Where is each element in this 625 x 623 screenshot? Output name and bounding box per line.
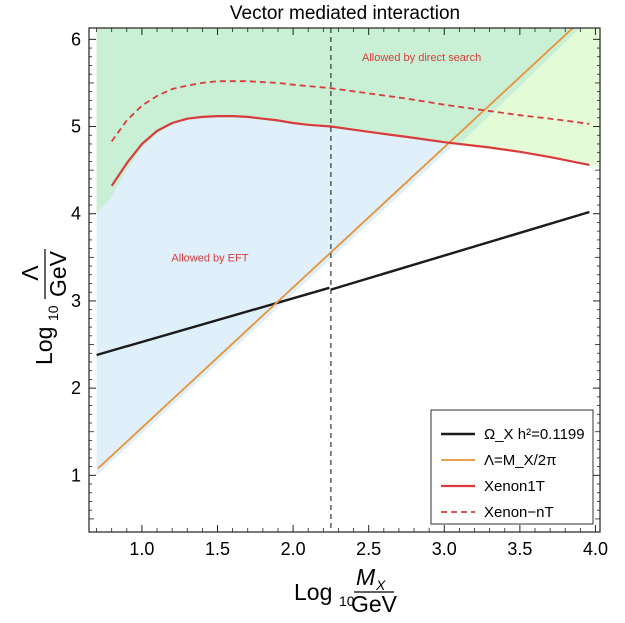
- y-tick-label: 1: [71, 465, 81, 485]
- series-line-2-segment-1: [97, 28, 574, 469]
- shaded-regions: [96, 28, 600, 476]
- x-axis-label-subscript: 10: [339, 593, 355, 609]
- y-axis-label: Log 10 Λ GeV: [17, 249, 71, 365]
- legend-items: Ω_X h²=0.1199 Λ=M_X/2π Xenon1T Xenon−nT: [441, 426, 585, 521]
- x-axis-label-denominator: GeV: [351, 591, 398, 617]
- y-tick-label: 4: [71, 204, 81, 224]
- x-tick-label: 3.0: [432, 539, 457, 559]
- region-label-2: Allowed by direct search: [362, 52, 481, 64]
- series-line-4-segment-1: [110, 80, 590, 142]
- y-tick-label: 3: [71, 291, 81, 311]
- region-annotations: Allowed by EFT Allowed by direct search: [171, 52, 481, 265]
- x-tick-label: 2.0: [281, 539, 306, 559]
- x-tick-label: 1.5: [205, 539, 230, 559]
- y-tick-label: 6: [71, 29, 81, 49]
- x-axis-label: Log 10 M X GeV: [294, 564, 398, 617]
- x-tick-label: 1.0: [129, 539, 154, 559]
- region-label-1: Allowed by EFT: [171, 253, 248, 265]
- x-tick-label: 3.5: [507, 539, 532, 559]
- legend: Ω_X h²=0.1199 Λ=M_X/2π Xenon1T Xenon−nT: [430, 409, 594, 525]
- x-axis-label-prefix: Log: [294, 579, 332, 605]
- x-axis-label-numerator-sub: X: [375, 577, 386, 593]
- legend-label-2: Λ=M_X/2π: [484, 452, 556, 469]
- legend-label-1: Ω_X h²=0.1199: [484, 426, 585, 443]
- x-tick-label: 4.0: [583, 539, 608, 559]
- y-tick-label: 2: [71, 378, 81, 398]
- y-axis-label-denominator: GeV: [45, 250, 71, 297]
- y-axis-ticks: 1 2 3 4 5 6: [71, 29, 600, 520]
- series-layer: [96, 28, 590, 469]
- legend-label-4: Xenon−nT: [484, 504, 554, 521]
- x-axis-ticks: 1.0 1.5 2.0 2.5 3.0 3.5 4.0: [96, 28, 608, 559]
- series-line-3-segment-1: [110, 114, 590, 187]
- y-axis-label-subscript: 10: [45, 305, 61, 321]
- y-axis-label-numerator: Λ: [17, 265, 43, 281]
- series-line-1-segment-1: [96, 286, 330, 357]
- y-tick-label: 5: [71, 117, 81, 137]
- region-fill-2: [96, 28, 581, 214]
- plot-frame: [88, 27, 601, 533]
- region-fill-1: [96, 28, 581, 476]
- x-tick-label: 2.5: [356, 539, 381, 559]
- region-fill-3: [459, 28, 600, 169]
- y-axis-label-prefix: Log: [31, 327, 57, 365]
- legend-box: [430, 409, 594, 525]
- x-axis-label-numerator: M: [356, 564, 376, 590]
- series-line-1-segment-2: [330, 210, 590, 291]
- legend-label-3: Xenon1T: [484, 478, 545, 495]
- chart-title: Vector mediated interaction: [230, 3, 460, 24]
